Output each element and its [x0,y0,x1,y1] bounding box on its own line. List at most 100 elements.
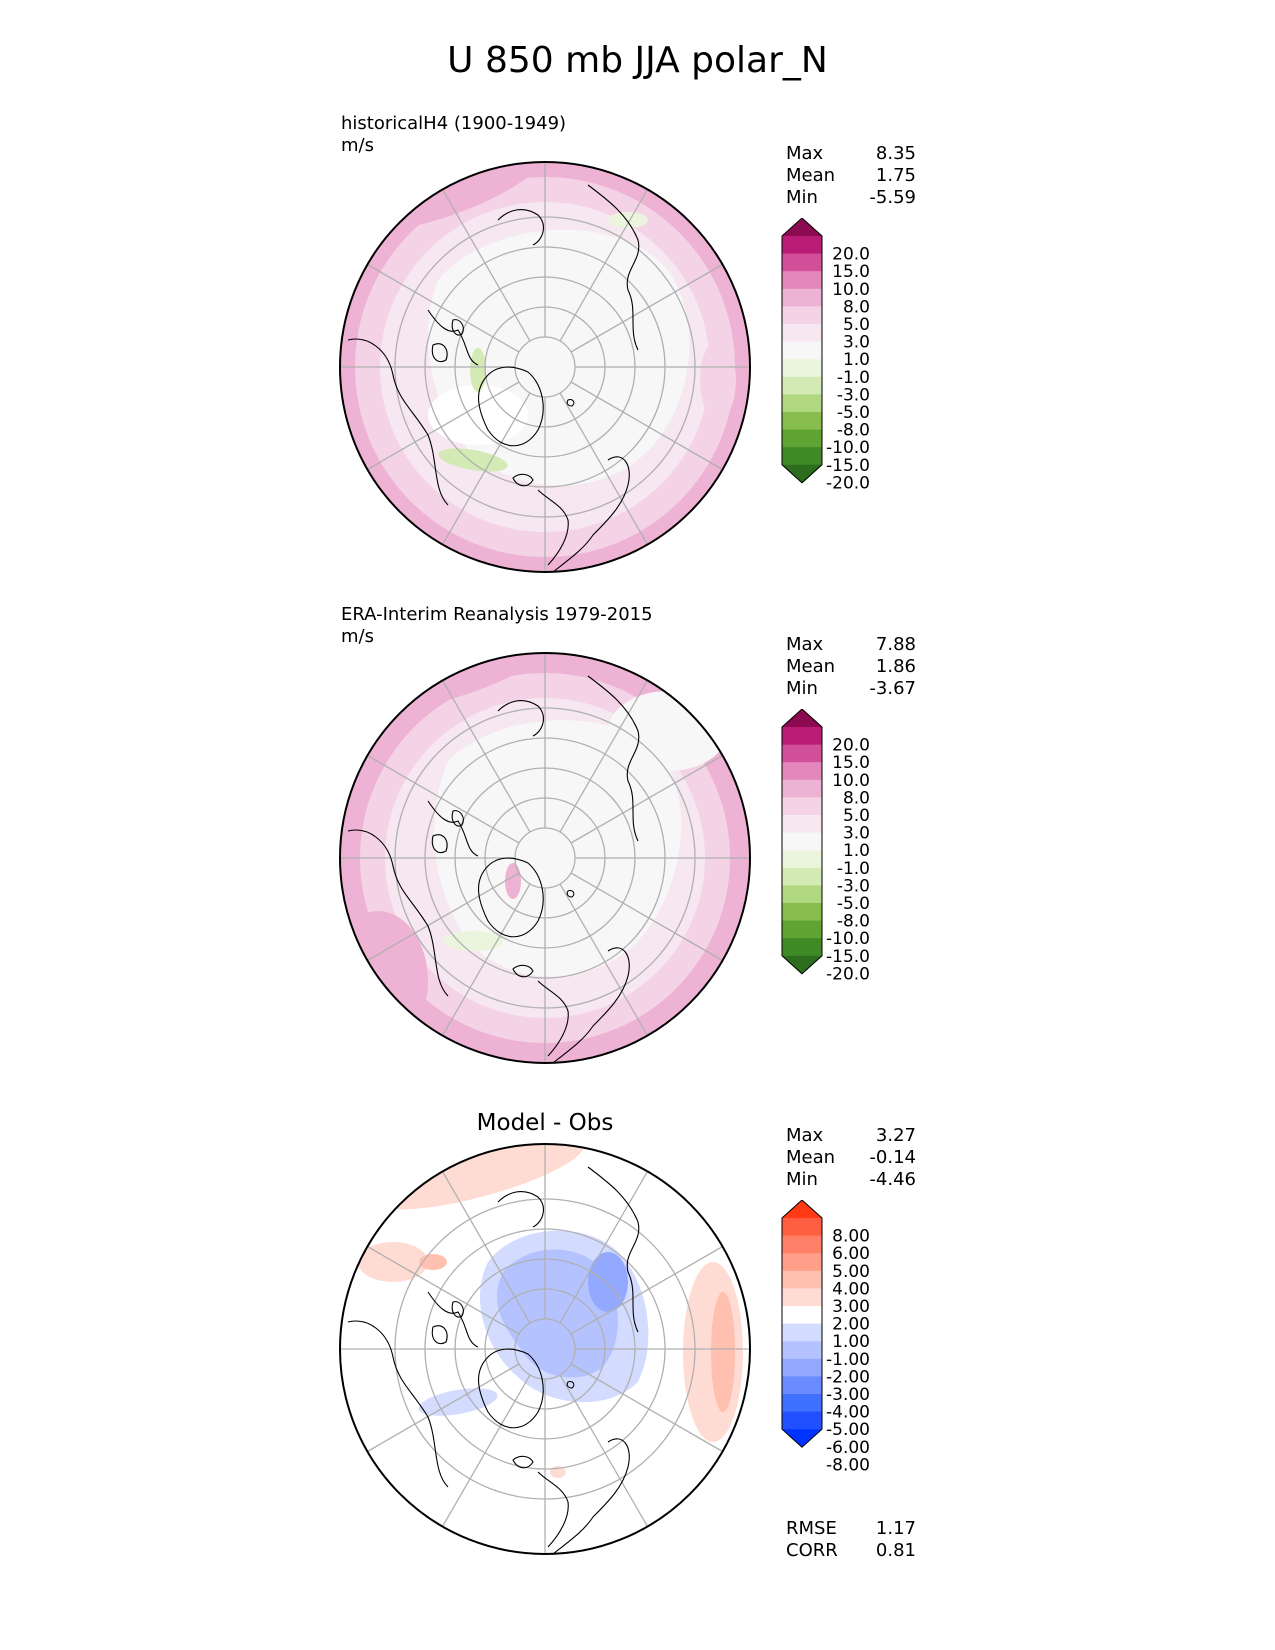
colorbar-tick-label: 10.0 [832,280,870,300]
meridian-line [367,754,520,844]
colorbar-tick-label: -20.0 [826,473,870,493]
stat-label: Mean [786,656,836,677]
stats-obs: Max 7.88 Mean 1.86 Min -3.67 [786,634,916,700]
colorbar-segment [782,412,822,431]
colorbar-extend-min [782,464,822,483]
meridian-line [441,680,531,833]
graticule [340,1144,750,1554]
colorbar-segment [782,1323,822,1342]
contour-fill [428,229,690,486]
colorbar-segment [782,779,822,798]
colorbar-tick-label: 5.0 [843,806,870,826]
colorbar-extend-min [782,1429,822,1448]
coastline [497,700,544,737]
colorbar-extend-min [782,955,822,974]
figure-title: U 850 mb JJA polar_N [447,40,828,81]
contour-fill [428,385,528,445]
coastline [347,1291,479,1488]
colorbar-segment [782,429,822,448]
colorbar-segment [782,1235,822,1254]
colorbar-segment [782,797,822,816]
meridian-line [559,189,649,342]
colorbar-tick-label: 1.00 [832,1332,870,1352]
meridian-line [570,263,723,353]
colorbar-obs-group: 20.015.010.08.05.03.01.0-1.0-3.0-5.0-8.0… [781,709,870,984]
map-boundary [339,1143,751,1555]
stat-label: Max [786,1125,824,1146]
colorbar-tick-label: 3.00 [832,1297,870,1317]
stat-label: Min [786,187,818,208]
colorbar-segment [782,306,822,325]
contour-fill [608,212,648,228]
coastlines [347,1166,719,1554]
coastline [512,473,534,487]
colorbar-tick-label: 8.0 [843,297,870,317]
colorbar-segment [782,1288,822,1307]
panel-units-model: m/s [341,135,374,156]
contour-fill [505,863,521,899]
colorbar-extend-max [782,218,822,236]
panel-title-obs: ERA-Interim Reanalysis 1979-2015 [341,604,653,625]
colorbar-segment [782,762,822,781]
coastline [537,489,569,566]
colorbar-tick-label: 5.00 [832,1262,870,1282]
polar-map-model [339,161,751,573]
stat-value: 3.27 [875,1125,916,1146]
coastline [537,1471,569,1548]
meridian-line [441,1171,531,1324]
meridian-line [367,1245,520,1335]
metric-label: CORR [786,1540,838,1561]
colorbar-segment [782,288,822,307]
colorbar-segment [782,1358,822,1377]
colorbar-tick-label: 3.0 [843,824,870,844]
colorbar-model-group: 20.015.010.08.05.03.01.0-1.0-3.0-5.0-8.0… [781,218,870,493]
meridian-line [570,1363,723,1453]
coastline [566,1381,575,1389]
polar-map-diff [339,1143,751,1555]
colorbar-tick-label: 2.00 [832,1315,870,1335]
graticule [340,162,750,572]
colorbar-tick-label: 10.0 [832,771,870,791]
stat-label: Max [786,143,824,164]
colorbar-segment [782,1394,822,1413]
colorbar-segment [782,253,822,272]
colorbar-tick-label: -1.00 [826,1350,870,1370]
colorbar-tick-label: -8.0 [837,421,870,441]
colorbar-tick-label: 1.0 [843,841,870,861]
contour-fill [438,448,508,472]
colorbar-tick-label: 15.0 [832,262,870,282]
coastline [347,309,479,506]
colorbar-segment [782,885,822,904]
colorbar-segment [782,1306,822,1325]
coastline [477,366,544,447]
colorbar-segment [782,236,822,255]
coastline [537,980,569,1057]
colorbar-tick-label: -15.0 [826,947,870,967]
contour-fill [371,1144,585,1210]
colorbar-segment [782,1341,822,1360]
panel-title-diff: Model - Obs [476,1110,614,1136]
meridian-line [570,381,723,471]
coastline [552,456,630,572]
coastline [552,947,630,1063]
colorbar-segment [782,832,822,851]
colorbar-tick-label: -8.0 [837,912,870,932]
colorbar-tick-label: 20.0 [832,245,870,265]
colorbar-tick-label: -5.0 [837,403,870,423]
meridian-line [441,392,531,545]
meridian-line [570,872,723,962]
coastline [477,857,544,938]
colorbar-extend-max [782,1200,822,1218]
meridian-line [367,381,520,471]
meridian-line [570,754,723,844]
meridian-line [559,883,649,1036]
colorbar-tick-label: 6.00 [832,1244,870,1264]
contour-fill [700,340,736,420]
coastlines [347,184,719,572]
stat-value: -3.67 [869,678,916,699]
contour-fill [470,348,486,392]
colorbar-model: 20.015.010.08.05.03.01.0-1.0-3.0-5.0-8.0… [781,218,870,493]
colorbar-segment [782,1218,822,1237]
colorbar-outline [781,709,823,975]
coastline [431,319,464,363]
